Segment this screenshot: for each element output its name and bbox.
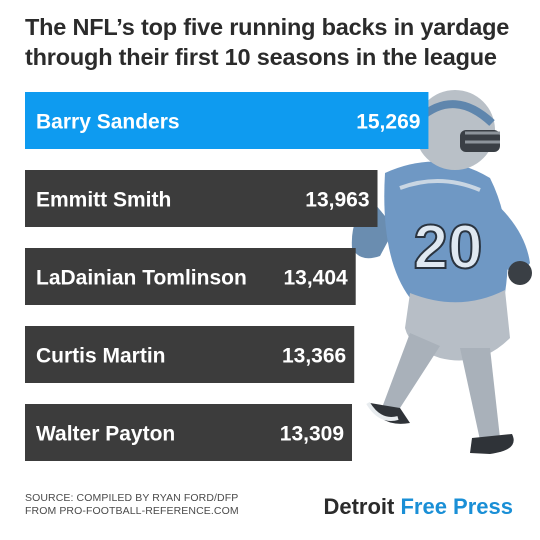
bar-label: Walter Payton (36, 423, 175, 446)
bar-value-label: 13,309 (280, 423, 344, 446)
brand-free-press: Free Press (400, 494, 513, 519)
bar-value-label: 15,269 (356, 111, 420, 134)
running-back-photo: 20 (351, 90, 532, 454)
bar-label: Barry Sanders (36, 111, 180, 134)
brand-detroit: Detroit (323, 494, 395, 519)
source-line1: SOURCE: COMPILED BY RYAN FORD/DFP (25, 492, 239, 504)
source-note: SOURCE: COMPILED BY RYAN FORD/DFP FROM P… (25, 492, 239, 518)
source-line2: FROM PRO-FOOTBALL-REFERENCE.COM (25, 505, 239, 517)
bar-walter-payton (25, 404, 352, 461)
bar-value-label: 13,404 (283, 267, 348, 290)
bar-barry-sanders (25, 92, 429, 149)
bar-curtis-martin (25, 326, 355, 383)
bar-label: LaDainian Tomlinson (36, 267, 247, 290)
brand-logo: Detroit Free Press (323, 494, 513, 520)
bar-value-label: 13,963 (305, 189, 369, 212)
bar-label: Emmitt Smith (36, 189, 171, 212)
chart-title-line2: through their first 10 seasons in the le… (25, 44, 497, 70)
bar-emmitt-smith (25, 170, 378, 227)
chart-title-line1: The NFL’s top five running backs in yard… (25, 14, 510, 40)
bar-value-label: 13,366 (282, 345, 346, 368)
chart-title: The NFL’s top five running backs in yard… (25, 12, 525, 72)
bar-label: Curtis Martin (36, 345, 166, 368)
jersey-number: 20 (414, 213, 483, 282)
bar-ladainian-tomlinson (25, 248, 356, 305)
